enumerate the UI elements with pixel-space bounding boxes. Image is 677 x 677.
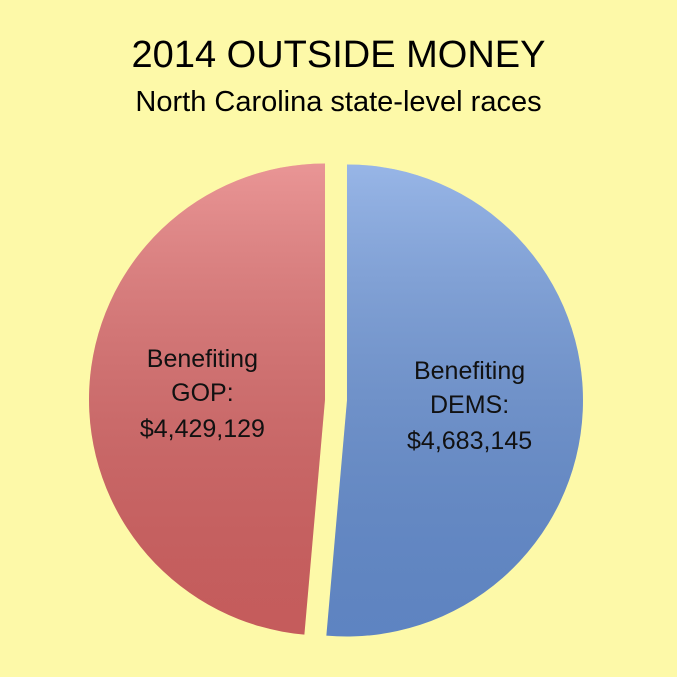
chart-title: 2014 OUTSIDE MONEY xyxy=(131,34,546,76)
slice-category: Benefiting GOP: xyxy=(146,345,258,408)
slice-value: $4,683,145 xyxy=(407,426,533,455)
chart-subtitle: North Carolina state-level races xyxy=(135,86,542,118)
slice-value: $4,429,129 xyxy=(139,415,265,444)
slice-shade xyxy=(326,164,583,637)
slice-category: Benefiting DEMS: xyxy=(413,356,526,419)
slice-shade xyxy=(89,163,326,635)
